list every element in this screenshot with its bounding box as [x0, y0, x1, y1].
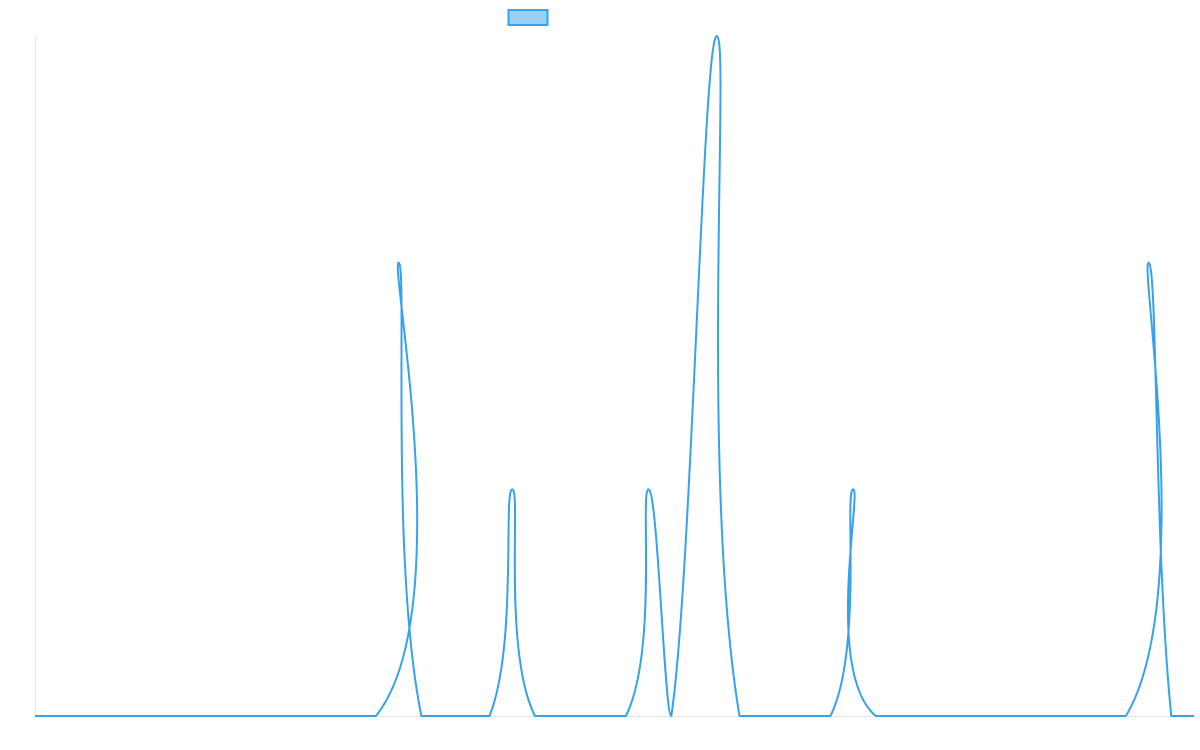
data-point[interactable]	[486, 712, 494, 720]
data-point[interactable]	[395, 259, 403, 267]
data-point[interactable]	[645, 485, 653, 493]
data-point[interactable]	[713, 32, 721, 40]
data-point[interactable]	[372, 712, 380, 720]
series-line	[35, 35, 1194, 718]
data-point[interactable]	[872, 712, 880, 720]
data-point[interactable]	[531, 712, 539, 720]
data-point[interactable]	[826, 712, 834, 720]
data-point[interactable]	[735, 712, 743, 720]
data-point[interactable]	[1167, 712, 1175, 720]
data-point[interactable]	[1145, 259, 1153, 267]
data-point[interactable]	[1190, 712, 1198, 720]
data-point[interactable]	[622, 712, 630, 720]
data-point[interactable]	[508, 485, 516, 493]
data-point[interactable]	[417, 712, 425, 720]
legend-swatch[interactable]	[507, 9, 549, 26]
data-point[interactable]	[667, 712, 675, 720]
data-point[interactable]	[849, 485, 857, 493]
data-point[interactable]	[31, 712, 39, 720]
chart-legend[interactable]	[507, 9, 549, 26]
data-point[interactable]	[1122, 712, 1130, 720]
